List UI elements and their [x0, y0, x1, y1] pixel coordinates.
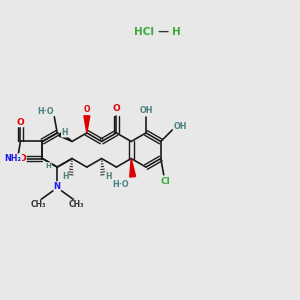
- Text: CH₃: CH₃: [30, 200, 46, 209]
- Text: NH₂: NH₂: [4, 154, 22, 163]
- Text: N: N: [54, 182, 61, 191]
- Text: OH: OH: [139, 106, 153, 115]
- Polygon shape: [130, 158, 136, 177]
- Text: H: H: [61, 128, 68, 137]
- Text: HCl: HCl: [134, 27, 154, 37]
- Text: H·O: H·O: [112, 180, 129, 189]
- Text: O: O: [112, 104, 120, 113]
- Text: O: O: [19, 154, 26, 163]
- Text: CH₃: CH₃: [69, 200, 84, 209]
- Text: O: O: [84, 106, 90, 115]
- Text: O: O: [16, 118, 24, 127]
- Text: Cl: Cl: [160, 177, 170, 186]
- Text: H·O: H·O: [37, 107, 54, 116]
- Text: —: —: [158, 27, 169, 37]
- Polygon shape: [59, 132, 72, 142]
- Polygon shape: [84, 116, 90, 133]
- Text: H: H: [172, 27, 180, 37]
- Text: H: H: [105, 172, 111, 181]
- Text: H: H: [46, 163, 51, 169]
- Text: OH: OH: [173, 122, 187, 130]
- Text: H: H: [62, 172, 69, 181]
